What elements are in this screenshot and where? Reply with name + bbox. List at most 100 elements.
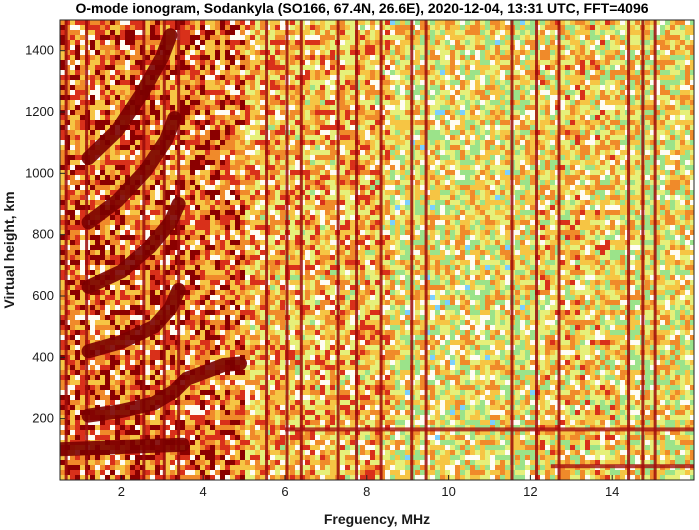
heatmap-cell [320,325,325,330]
heatmap-cell [160,100,165,105]
heatmap-cell [280,120,285,125]
heatmap-cell [270,435,275,440]
heatmap-cell [80,425,85,430]
heatmap-cell [150,390,155,395]
heatmap-cell [290,310,295,315]
heatmap-cell [75,235,80,240]
heatmap-cell [60,270,65,275]
heatmap-cell [190,80,195,85]
heatmap-cell [195,145,200,150]
heatmap-cell [325,230,330,235]
heatmap-cell [160,115,165,120]
heatmap-cell [295,20,300,25]
heatmap-cell [305,185,310,190]
heatmap-cell [215,115,220,120]
heatmap-cell [260,310,265,315]
heatmap-cell [160,75,165,80]
heatmap-cell [70,325,75,330]
heatmap-cell [275,390,280,395]
heatmap-cell [310,465,315,470]
heatmap-cell [360,405,365,410]
heatmap-cell [270,420,275,425]
heatmap-cell [135,375,140,380]
heatmap-cell [245,165,250,170]
heatmap-cell [255,120,260,125]
heatmap-cell [270,40,275,45]
heatmap-cell [275,60,280,65]
heatmap-cell [215,175,220,180]
heatmap-cell [100,290,105,295]
heatmap-cell [350,415,355,420]
heatmap-cell [120,25,125,30]
heatmap-cell [280,90,285,95]
heatmap-cell [215,460,220,465]
heatmap-cell [80,465,85,470]
heatmap-cell [195,340,200,345]
heatmap-cell [120,90,125,95]
heatmap-cell [230,405,235,410]
heatmap-cell [255,25,260,30]
heatmap-cell [320,315,325,320]
heatmap-cell [145,340,150,345]
heatmap-cell [100,55,105,60]
heatmap-cell [310,285,315,290]
heatmap-cell [155,135,160,140]
heatmap-cell [80,190,85,195]
heatmap-cell [270,55,275,60]
heatmap-cell [125,215,130,220]
heatmap-cell [210,215,215,220]
heatmap-cell [75,230,80,235]
heatmap-cell [130,425,135,430]
heatmap-cell [180,270,185,275]
heatmap-cell [205,450,210,455]
heatmap-cell [350,420,355,425]
heatmap-cell [220,170,225,175]
heatmap-cell [75,90,80,95]
heatmap-cell [290,145,295,150]
heatmap-cell [360,185,365,190]
heatmap-cell [125,245,130,250]
heatmap-cell [215,320,220,325]
heatmap-cell [295,145,300,150]
heatmap-cell [200,170,205,175]
heatmap-cell [255,405,260,410]
heatmap-cell [110,25,115,30]
heatmap-cell [130,210,135,215]
heatmap-cell [205,290,210,295]
heatmap-cell [195,435,200,440]
heatmap-cell [160,180,165,185]
heatmap-cell [185,85,190,90]
heatmap-cell [325,70,330,75]
heatmap-cell [165,355,170,360]
heatmap-cell [145,395,150,400]
heatmap-cell [325,370,330,375]
heatmap-cell [260,170,265,175]
heatmap-cell [245,260,250,265]
heatmap-cell [250,295,255,300]
heatmap-cell [290,290,295,295]
heatmap-cell [320,80,325,85]
heatmap-cell [295,225,300,230]
heatmap-cell [225,305,230,310]
heatmap-cell [110,75,115,80]
heatmap-cell [110,235,115,240]
heatmap-cell [270,465,275,470]
heatmap-cell [125,150,130,155]
heatmap-cell [95,35,100,40]
heatmap-cell [350,230,355,235]
heatmap-cell [345,245,350,250]
heatmap-cell [135,40,140,45]
heatmap-cell [230,275,235,280]
heatmap-cell [330,150,335,155]
heatmap-cell [125,380,130,385]
heatmap-cell [80,150,85,155]
heatmap-cell [190,165,195,170]
heatmap-cell [125,25,130,30]
heatmap-cell [240,405,245,410]
heatmap-cell [190,420,195,425]
heatmap-cell [160,385,165,390]
heatmap-cell [360,35,365,40]
heatmap-cell [255,260,260,265]
heatmap-cell [330,395,335,400]
heatmap-cell [185,220,190,225]
